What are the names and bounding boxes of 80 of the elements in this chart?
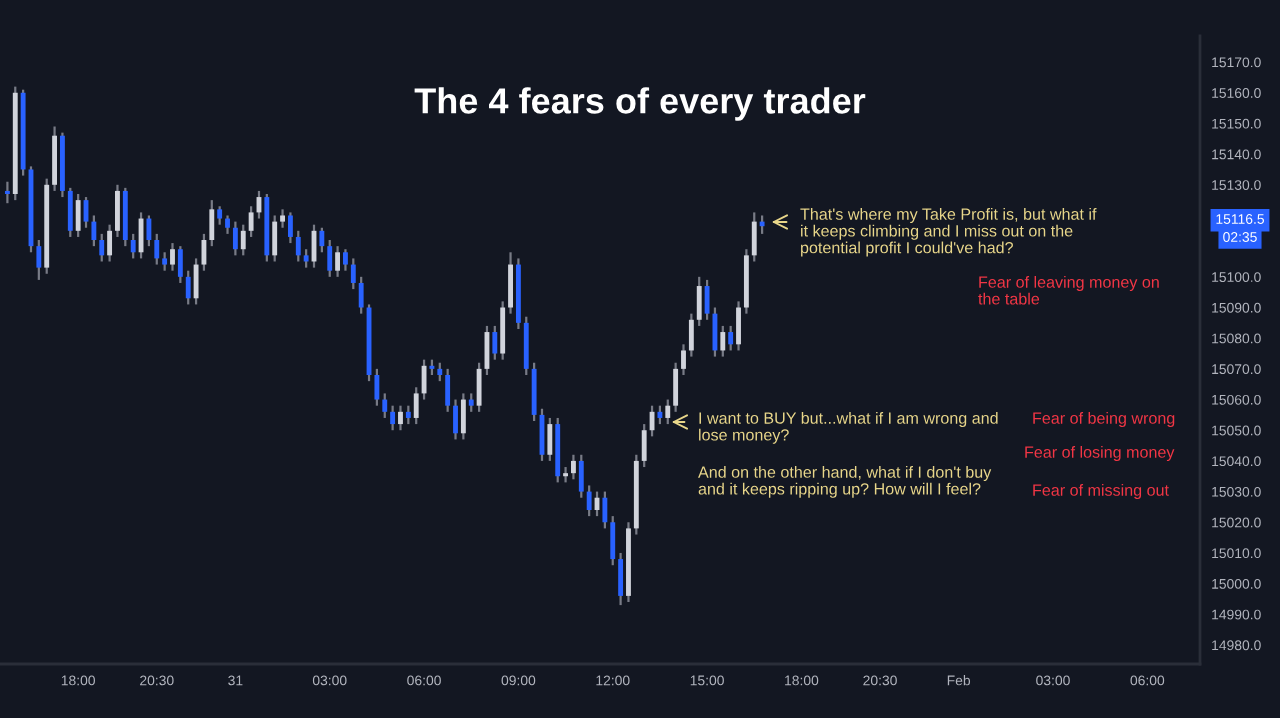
candlestick [445, 367, 451, 413]
candlestick [508, 251, 513, 315]
candlestick [413, 386, 419, 426]
candlestick [531, 361, 537, 423]
candlestick [193, 257, 199, 306]
candlestick [67, 186, 73, 239]
candlestick [547, 416, 553, 463]
candlestick [563, 465, 569, 484]
candlestick [665, 398, 671, 426]
candlestick [751, 211, 757, 263]
candlestick [99, 232, 105, 263]
candlestick [154, 232, 160, 266]
candlestick [185, 269, 191, 306]
annotation: Fear of being wrong [1033, 412, 1175, 428]
candlestick [130, 232, 136, 260]
candlestick [460, 392, 466, 441]
annotation: Fear of losing money [1025, 446, 1175, 462]
candlestick [303, 248, 309, 269]
candlestick [358, 275, 364, 315]
candlestick [736, 300, 741, 352]
candlestick [107, 223, 113, 263]
candlestick [225, 214, 230, 235]
candlestick [280, 208, 285, 229]
candlestick [673, 361, 679, 413]
candlestick [688, 312, 694, 358]
candlestick [146, 214, 152, 248]
text: The 4 fears of every trader [414, 87, 866, 121]
candlestick [75, 192, 81, 239]
candlestick [618, 551, 624, 607]
candlestick [641, 422, 647, 469]
candlestick [390, 404, 396, 432]
candlestick [240, 223, 246, 257]
candlestick [295, 229, 301, 263]
candlestick [374, 367, 380, 407]
candlestick [720, 324, 726, 358]
candlestick [453, 398, 458, 441]
candlestick [602, 490, 608, 530]
candlestick [162, 251, 168, 272]
candlestick [405, 404, 411, 426]
candlestick [681, 343, 686, 377]
candlestick [657, 404, 663, 426]
candlestick [91, 214, 97, 248]
candlestick [492, 324, 498, 361]
annotation: Fear of leaving money on the table [978, 276, 1159, 305]
candlestick [437, 361, 443, 383]
candlestick [704, 278, 710, 321]
candlestick [728, 324, 734, 352]
candlestick [248, 205, 254, 239]
candlestick [36, 238, 42, 282]
candlestick [350, 257, 356, 291]
candlestick [232, 220, 238, 257]
candlestick [335, 245, 341, 278]
candlestick [287, 211, 293, 245]
candlestick [523, 315, 529, 377]
candlestick [571, 453, 576, 481]
candlestick [217, 205, 223, 226]
candlestick [468, 392, 474, 413]
candlestick [209, 199, 215, 248]
candlestick [610, 515, 616, 567]
candlestick [696, 275, 702, 328]
candlestick [759, 214, 765, 235]
candlestick [115, 183, 120, 239]
annotation: And on the other hand, what if I don't buy and it keeps ripping up? How will I feel? [698, 466, 992, 498]
candlestick [319, 226, 325, 254]
candlestick [398, 404, 403, 432]
candlestick [586, 484, 592, 518]
candlestick [421, 358, 427, 401]
candlestick [382, 392, 388, 420]
candlestick [177, 245, 183, 285]
annotation: I want to BUY but...what if I am wrong and lose money? [699, 412, 998, 444]
annotation: Fear of missing out [1033, 484, 1169, 500]
candlestick [476, 361, 482, 413]
candlestick [272, 214, 278, 263]
candlestick [327, 238, 333, 278]
candlestick [4, 180, 10, 205]
candlestick [343, 248, 348, 272]
candlestick [170, 241, 175, 272]
annotation: That's where my Take Profit is, but what if it keeps climbing and I miss out on the potential profit I could've had? [800, 208, 1097, 257]
candlestick [578, 453, 584, 499]
candlestick [500, 300, 506, 361]
